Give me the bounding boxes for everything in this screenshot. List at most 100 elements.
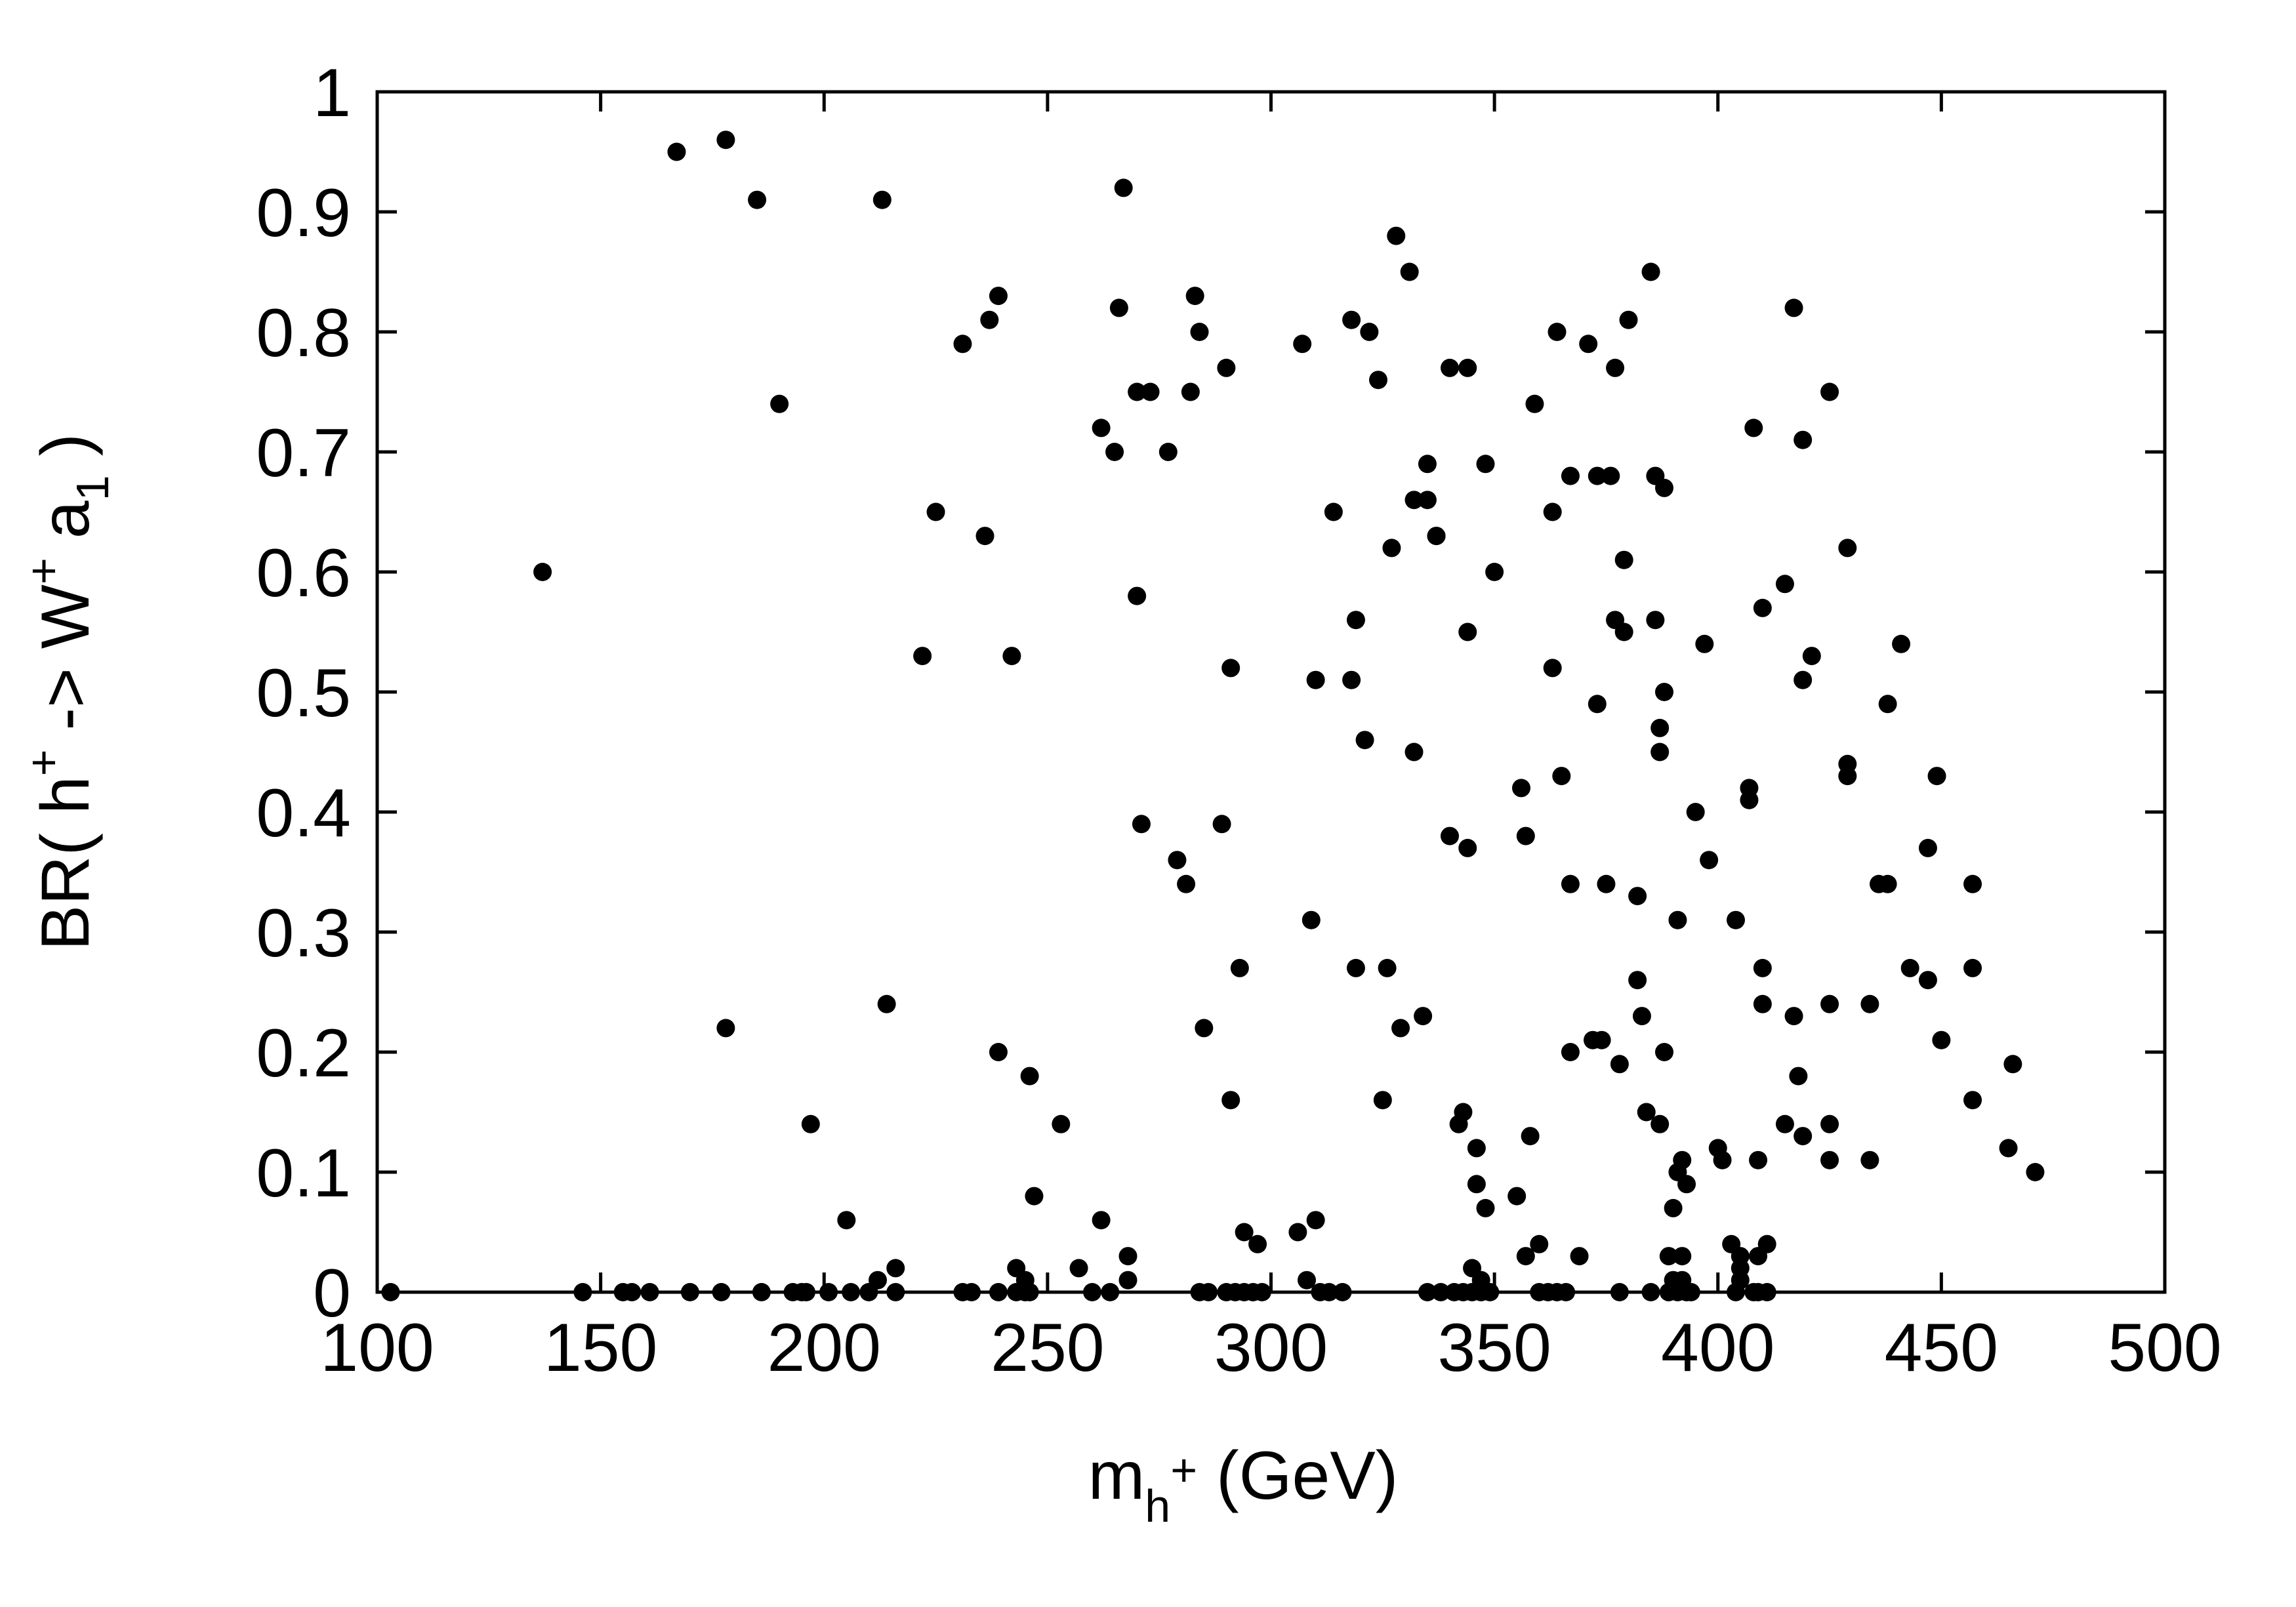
y-tick-label: 0.6	[256, 535, 351, 611]
data-point	[1646, 611, 1665, 630]
data-point	[1485, 563, 1504, 581]
data-point	[1963, 958, 1982, 977]
data-point	[1579, 335, 1598, 354]
data-point	[1391, 1019, 1410, 1038]
x-tick-label: 400	[1661, 1310, 1775, 1386]
x-tick-label: 150	[544, 1310, 658, 1386]
data-point	[1700, 851, 1719, 870]
data-point	[1168, 851, 1187, 870]
data-point	[1467, 1175, 1486, 1194]
plot-area-frame	[375, 90, 2167, 1294]
data-point	[1458, 838, 1477, 857]
data-point	[1900, 958, 1919, 977]
data-point	[1552, 767, 1571, 786]
data-point	[1650, 742, 1670, 762]
data-point	[1190, 323, 1209, 341]
data-point	[1614, 550, 1633, 569]
data-point	[886, 1259, 905, 1278]
data-point	[801, 1114, 820, 1133]
data-point	[1418, 455, 1437, 474]
data-point	[1820, 382, 1839, 401]
data-point	[837, 1211, 856, 1230]
data-point	[1927, 767, 1946, 786]
data-point	[1521, 1127, 1540, 1146]
data-point	[748, 190, 767, 209]
data-point	[1360, 323, 1379, 341]
data-point	[1052, 1114, 1071, 1133]
data-point	[1650, 718, 1670, 737]
data-point	[1109, 298, 1128, 317]
data-point	[1404, 491, 1424, 510]
y-label-superscript-2: +	[18, 558, 69, 584]
axis-ticks: 100 150 200 250 300 350 400 450 500 0 0.1 0.2 0.3 0.4…	[256, 55, 2221, 1386]
data-point	[1181, 382, 1200, 401]
data-point	[1369, 371, 1387, 390]
data-point	[1342, 310, 1361, 329]
data-point	[1606, 358, 1625, 377]
data-point	[1561, 874, 1580, 893]
data-point	[1775, 1114, 1794, 1133]
data-point	[1512, 779, 1530, 798]
data-point	[1588, 695, 1607, 714]
data-point	[1784, 298, 1803, 317]
data-point	[1355, 731, 1374, 750]
data-point	[1128, 382, 1147, 401]
y-tick-label: 0.7	[256, 415, 351, 491]
data-point	[1221, 659, 1240, 678]
data-point	[1025, 1187, 1044, 1206]
data-point	[1132, 815, 1151, 834]
data-point	[1650, 1114, 1670, 1133]
data-point	[1757, 1234, 1776, 1253]
data-point	[1118, 1247, 1138, 1266]
data-point	[1002, 647, 1021, 666]
data-point	[1195, 1019, 1214, 1038]
data-point	[1561, 466, 1580, 485]
data-point	[953, 335, 972, 354]
data-point	[1458, 358, 1477, 377]
data-point	[770, 394, 789, 413]
data-point	[1918, 838, 1937, 857]
data-point	[1673, 1150, 1692, 1170]
y-tick-label: 1	[313, 55, 351, 131]
x-tick-label: 500	[2108, 1310, 2222, 1386]
data-point	[533, 563, 552, 581]
x-label-units: (GeV)	[1197, 1438, 1398, 1514]
data-point	[1753, 958, 1772, 977]
data-point	[1999, 1139, 2018, 1158]
data-point	[1695, 634, 1714, 653]
data-point	[989, 287, 1008, 306]
data-point	[1020, 1067, 1039, 1086]
y-axis-label: BR( h+ -> W+ a1 )	[18, 434, 118, 950]
data-point	[1794, 1127, 1813, 1146]
data-point	[1655, 1043, 1673, 1061]
data-point	[1628, 887, 1647, 906]
data-point	[1467, 1139, 1486, 1158]
data-point	[869, 1271, 887, 1290]
data-point	[1740, 779, 1759, 798]
data-point	[1686, 803, 1705, 821]
data-point	[1655, 478, 1673, 497]
x-label-subscript: h	[1145, 1480, 1170, 1532]
data-point	[1570, 1247, 1589, 1266]
data-point	[1476, 455, 1495, 474]
data-point	[1727, 910, 1745, 929]
data-point	[1614, 622, 1633, 641]
y-label-subscript: 1	[67, 475, 118, 500]
data-point	[1860, 1150, 1879, 1170]
data-point	[1610, 1055, 1629, 1074]
data-point	[1404, 742, 1424, 762]
data-point	[1158, 443, 1178, 461]
data-point	[1373, 1091, 1392, 1110]
data-point	[1794, 430, 1813, 449]
data-point	[716, 131, 735, 150]
data-point	[1387, 226, 1406, 245]
data-point	[1641, 262, 1660, 281]
x-tick-label: 250	[991, 1310, 1105, 1386]
data-point	[1668, 910, 1687, 929]
x-label-base: m	[1088, 1438, 1145, 1514]
data-point	[1548, 323, 1567, 341]
data-point	[926, 502, 945, 521]
x-tick-label: 350	[1437, 1310, 1551, 1386]
data-point	[1753, 598, 1772, 617]
